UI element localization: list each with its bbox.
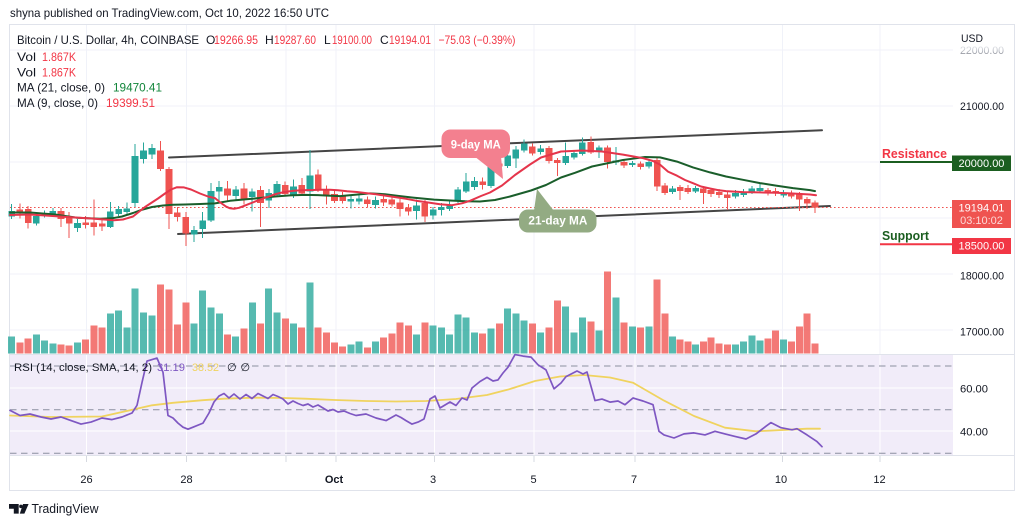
svg-text:40.00: 40.00 <box>960 427 988 439</box>
svg-text:7: 7 <box>631 474 637 486</box>
svg-text:TradingView: TradingView <box>32 501 100 516</box>
svg-text:3: 3 <box>430 474 436 486</box>
svg-text:19470.41: 19470.41 <box>113 81 162 95</box>
svg-text:19194.01: 19194.01 <box>389 33 431 47</box>
svg-text:19100.00: 19100.00 <box>332 33 372 47</box>
svg-text:MA (9, close, 0): MA (9, close, 0) <box>17 96 98 110</box>
svg-text:19399.51: 19399.51 <box>106 96 155 110</box>
svg-text:21000.00: 21000.00 <box>960 101 1004 113</box>
svg-text:28: 28 <box>180 474 192 486</box>
svg-text:03:10:02: 03:10:02 <box>960 215 1003 227</box>
svg-text:Support: Support <box>882 228 930 243</box>
svg-text:H: H <box>265 33 274 47</box>
svg-text:Vol: Vol <box>17 50 36 64</box>
svg-text:10: 10 <box>775 474 787 486</box>
svg-text:Bitcoin / U.S. Dollar, 4h, COI: Bitcoin / U.S. Dollar, 4h, COINBASE <box>17 33 199 47</box>
svg-text:9-day MA: 9-day MA <box>451 138 501 152</box>
svg-text:18500.00: 18500.00 <box>959 241 1005 253</box>
svg-text:12: 12 <box>873 474 885 486</box>
svg-text:38.52: 38.52 <box>192 362 219 374</box>
svg-text:O: O <box>206 33 215 47</box>
svg-text:RSI (14, close, SMA, 14, 2): RSI (14, close, SMA, 14, 2) <box>14 362 152 374</box>
svg-text:17000.00: 17000.00 <box>960 327 1004 339</box>
svg-text:1.867K: 1.867K <box>42 66 76 80</box>
svg-text:MA (21, close, 0): MA (21, close, 0) <box>17 81 105 95</box>
svg-text:Resistance: Resistance <box>882 146 947 161</box>
svg-text:L: L <box>324 33 331 47</box>
svg-text:21-day MA: 21-day MA <box>528 214 587 228</box>
svg-text:∅: ∅ <box>227 362 237 374</box>
svg-text:60.00: 60.00 <box>960 384 988 396</box>
svg-text:26: 26 <box>80 474 92 486</box>
svg-text:5: 5 <box>530 474 536 486</box>
svg-text:USD: USD <box>961 33 983 45</box>
svg-text:19287.60: 19287.60 <box>274 33 316 47</box>
svg-text:19194.01: 19194.01 <box>959 203 1005 215</box>
svg-text:∅: ∅ <box>241 362 251 374</box>
svg-text:22000.00: 22000.00 <box>960 45 1004 57</box>
svg-text:shyna published on TradingView: shyna published on TradingView.com, Oct … <box>10 6 329 20</box>
svg-text:−75.03 (−0.39%): −75.03 (−0.39%) <box>439 33 516 47</box>
svg-text:1.867K: 1.867K <box>42 50 76 64</box>
svg-text:C: C <box>380 33 389 47</box>
svg-text:31.19: 31.19 <box>157 362 185 374</box>
svg-text:Vol: Vol <box>17 66 36 80</box>
svg-text:20000.00: 20000.00 <box>959 158 1005 170</box>
svg-text:18000.00: 18000.00 <box>960 271 1004 283</box>
svg-text:Oct: Oct <box>325 474 344 486</box>
svg-text:19266.95: 19266.95 <box>214 33 258 47</box>
